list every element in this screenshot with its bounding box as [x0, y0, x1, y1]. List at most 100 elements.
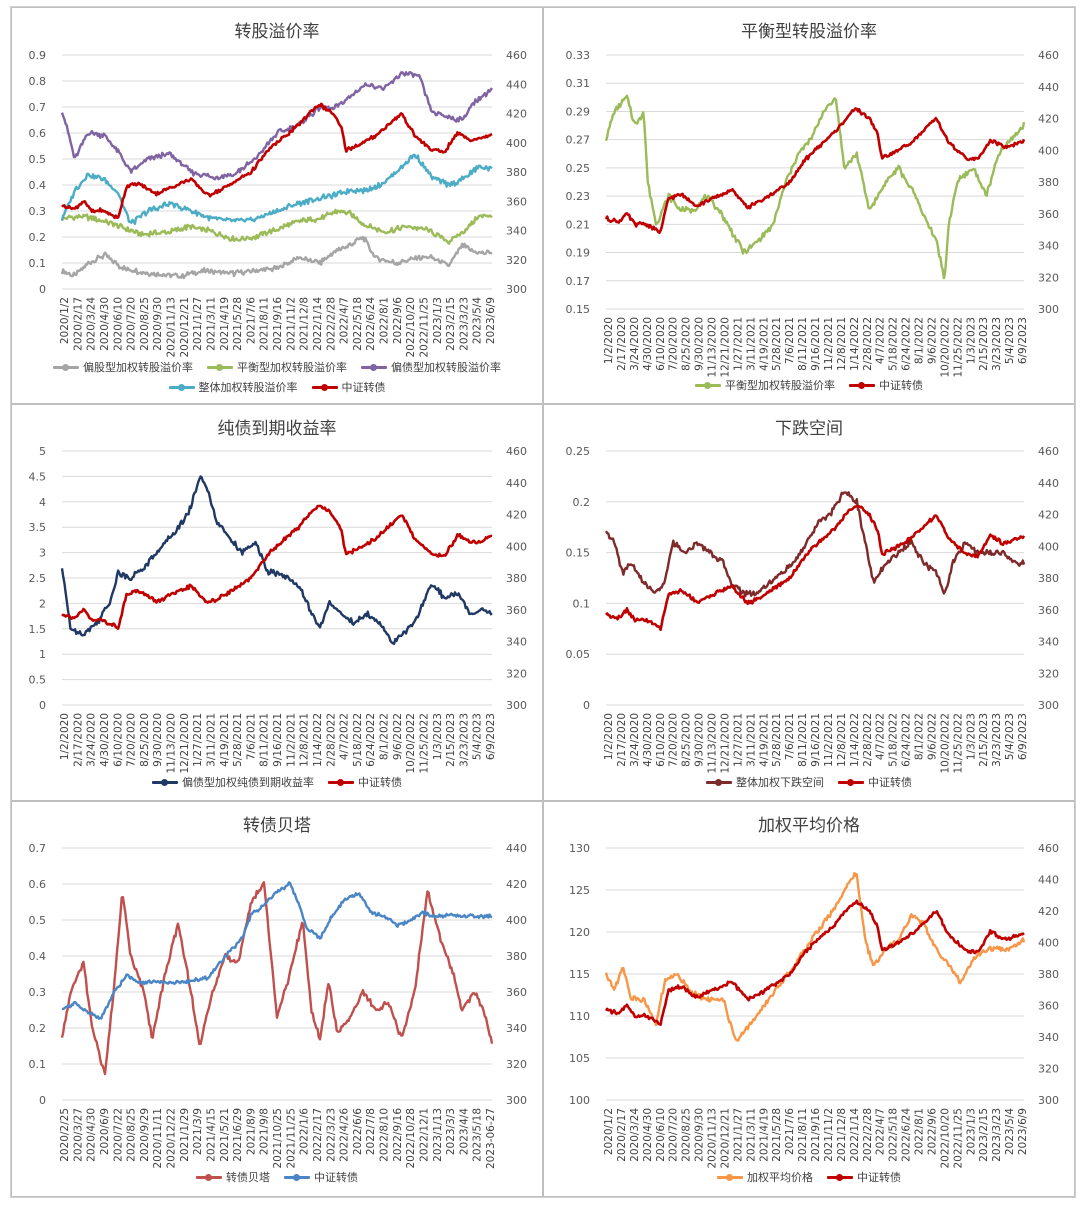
x-tick-label: 2023/3/3 [445, 1108, 457, 1155]
y-tick-label: 4 [39, 496, 46, 509]
series-line [61, 881, 493, 1020]
x-tick-label: 3/11/2021 [205, 713, 217, 767]
x-tick-label: 11/25/2022 [952, 317, 964, 378]
y2-tick-label: 440 [506, 477, 527, 490]
x-tick-label: 2023/4/4 [458, 1108, 470, 1155]
x-tick-label: 5/4/2023 [1004, 713, 1016, 760]
y-tick-label: 0.2 [573, 496, 591, 509]
x-tick-label: 2022/5/18 [352, 297, 364, 351]
x-tick-label: 2022/4/7 [875, 1108, 887, 1155]
y-tick-label: 0.15 [566, 303, 591, 316]
legend-item: 平衡型加权转股溢价率 [207, 359, 347, 375]
y-tick-label: 0.7 [29, 842, 47, 855]
x-tick-label: 10/20/2022 [939, 713, 951, 774]
legend-label: 中证转债 [314, 1171, 358, 1184]
chart-legend: 整体加权下跌空间 中证转债 [544, 774, 1074, 794]
y2-tick-label: 300 [506, 283, 527, 296]
chart-legend: 平衡型加权转股溢价率 中证转债 [544, 377, 1074, 397]
x-tick-label: 11/2/2021 [285, 713, 297, 767]
y-tick-label: 3.5 [29, 521, 47, 534]
legend-label: 中证转债 [879, 379, 923, 392]
x-tick-label: 2020/4/30 [99, 297, 111, 351]
x-tick-label: 2020/7/22 [112, 1108, 124, 1162]
legend-item: 偏股型加权转股溢价率 [53, 359, 193, 375]
legend-label: 偏股型加权转股溢价率 [83, 361, 193, 374]
y-tick-label: 0.27 [566, 134, 591, 147]
chart-title: 加权平均价格 [758, 816, 860, 836]
legend-item: 转债贝塔 [196, 1169, 270, 1185]
x-tick-label: 2021/1/27 [732, 1108, 744, 1162]
x-tick-label: 2021/9/16 [810, 1108, 822, 1162]
legend-label: 中证转债 [358, 776, 402, 789]
legend-item: 中证转债 [827, 1169, 901, 1185]
x-tick-label: 2022/10/20 [405, 297, 417, 358]
y2-tick-label: 400 [1038, 144, 1059, 157]
y-tick-label: 0.9 [29, 49, 47, 62]
y2-tick-label: 340 [506, 636, 527, 649]
y2-tick-label: 380 [506, 166, 527, 179]
y-tick-label: 1.5 [29, 623, 47, 636]
chart-plot: 0 0.5 1 1.5 2 2.5 3 3.5 4 4.5 5 300 320 340 360 380 400 4… [29, 445, 528, 774]
y2-tick-label: 340 [1038, 240, 1059, 253]
x-tick-label: 2021/8/9 [245, 1108, 257, 1155]
x-tick-label: 5/18/2022 [352, 713, 364, 767]
y-tick-label: 130 [569, 842, 590, 855]
x-tick-label: 2022/6/6 [352, 1108, 364, 1155]
x-tick-label: 2020/8/25 [126, 1108, 138, 1162]
y2-tick-label: 300 [1038, 699, 1059, 712]
x-tick-label: 2/17/2020 [616, 713, 628, 767]
legend-item: 中证转债 [328, 774, 402, 790]
x-tick-label: 2022/5/18 [888, 1108, 900, 1162]
x-tick-label: 9/6/2022 [926, 713, 938, 760]
y-tick-label: 105 [569, 1052, 590, 1065]
x-tick-label: 2022/8/10 [379, 1108, 391, 1162]
y-tick-label: 125 [569, 884, 590, 897]
legend-item: 偏债型加权纯债到期收益率 [152, 774, 314, 790]
x-tick-label: 2023/6/9 [485, 297, 497, 344]
x-tick-label: 3/24/2020 [86, 713, 98, 767]
series-line [604, 94, 1026, 280]
series-line [60, 235, 493, 280]
x-tick-label: 6/10/2020 [655, 317, 667, 371]
y2-tick-label: 420 [1038, 905, 1059, 918]
x-tick-label: 8/1/2022 [914, 317, 926, 364]
x-tick-label: 2022/2/28 [862, 1108, 874, 1162]
x-tick-label: 2021/10/25 [272, 1108, 284, 1169]
x-tick-label: 2020/3/27 [72, 1108, 84, 1162]
series-line [60, 881, 494, 1076]
x-tick-label: 12/21/2020 [719, 317, 731, 378]
x-tick-label: 2022/1/14 [312, 297, 324, 351]
x-tick-label: 2020/9/29 [139, 1108, 151, 1162]
y2-tick-label: 440 [506, 78, 527, 91]
legend-swatch [168, 383, 195, 391]
y-tick-label: 0.25 [566, 162, 591, 175]
legend-item: 中证转债 [838, 774, 912, 790]
y-tick-label: 115 [569, 968, 590, 981]
x-tick-label: 8/11/2021 [797, 317, 809, 371]
legend-swatch [53, 363, 79, 371]
x-tick-label: 7/20/2020 [668, 317, 680, 371]
series-line [604, 491, 1026, 598]
chart-panel-conversion-premium: 转股溢价率 0 0.1 0.2 0.3 0.4 0.5 0.6 0.7 0.8 0.9 300 320… [11, 7, 543, 404]
x-tick-label: 2/17/2020 [616, 317, 628, 371]
chart-title: 下跌空间 [775, 419, 843, 439]
y2-tick-label: 400 [1038, 937, 1059, 950]
x-tick-label: 12/21/2020 [719, 713, 731, 774]
legend-label: 转债贝塔 [226, 1171, 270, 1184]
x-tick-label: 7/20/2020 [126, 713, 138, 767]
y2-tick-label: 360 [506, 195, 527, 208]
y-tick-label: 110 [569, 1010, 590, 1023]
y2-tick-label: 440 [1038, 477, 1059, 490]
x-tick-label: 2020/6/10 [112, 297, 124, 351]
x-tick-label: 5/18/2022 [888, 317, 900, 371]
x-tick-label: 2020/3/24 [86, 297, 98, 351]
legend-row: 平衡型加权转股溢价率 中证转债 [544, 377, 1074, 393]
x-tick-label: 12/8/2021 [836, 713, 848, 767]
x-tick-label: 2022/4/26 [339, 1108, 351, 1162]
y-tick-label: 0.4 [29, 179, 47, 192]
x-tick-label: 2021/12/8 [836, 1108, 848, 1162]
x-tick-label: 2022/12/1 [418, 1108, 430, 1162]
x-tick-label: 2023/3/23 [991, 1108, 1003, 1162]
y2-tick-label: 380 [506, 950, 527, 963]
x-tick-label: 1/14/2022 [312, 713, 324, 767]
